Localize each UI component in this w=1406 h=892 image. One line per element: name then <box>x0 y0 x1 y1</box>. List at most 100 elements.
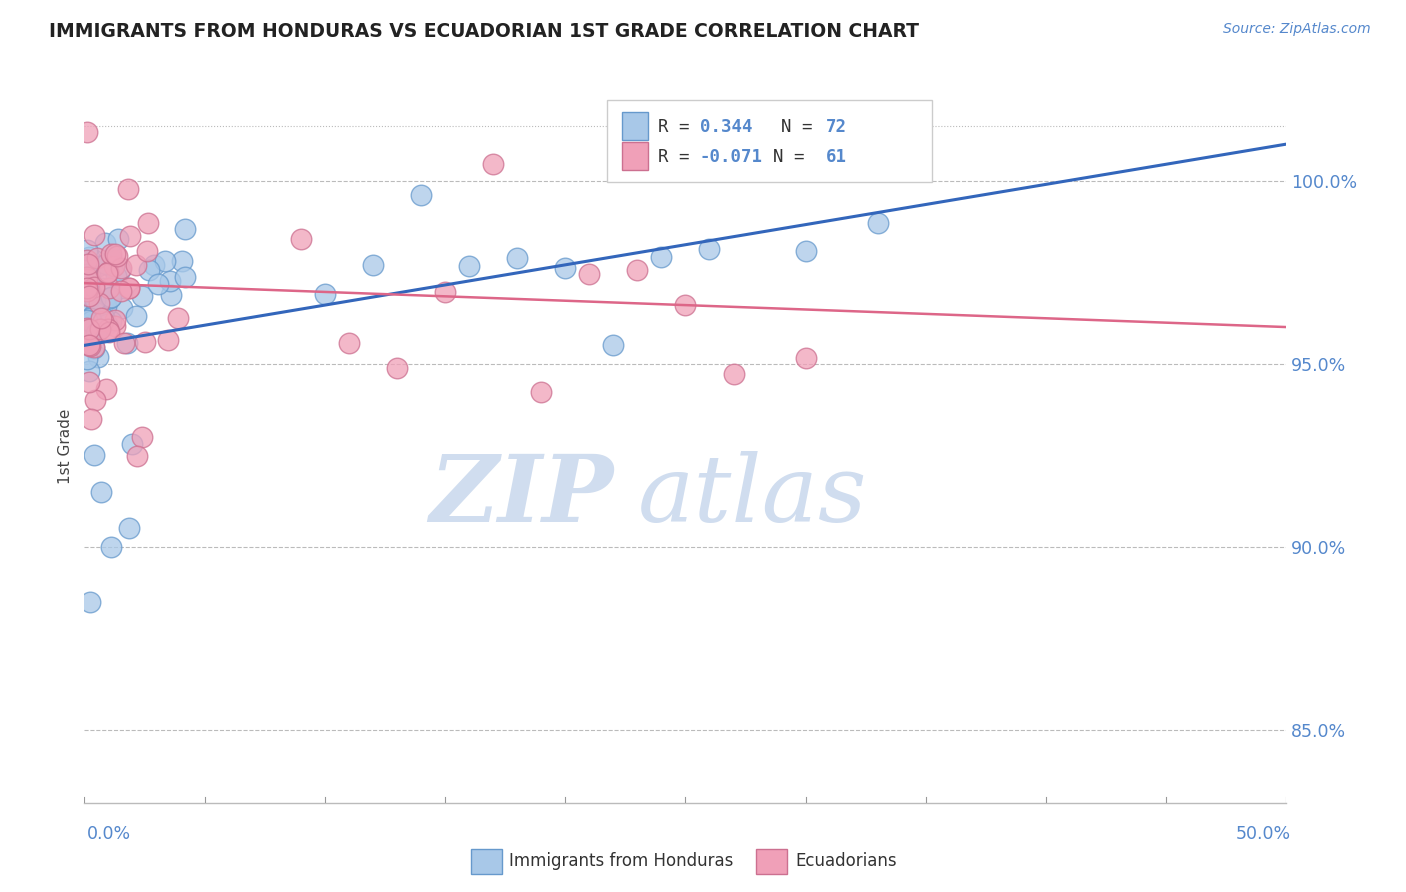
Point <box>100 247 122 261</box>
Text: -0.071: -0.071 <box>700 148 763 166</box>
Point <box>96 382 118 396</box>
Y-axis label: 1st Grade: 1st Grade <box>58 409 73 483</box>
Point <box>86 251 108 265</box>
Point <box>118 521 141 535</box>
Point <box>434 285 457 300</box>
Text: Immigrants from Honduras: Immigrants from Honduras <box>509 852 734 870</box>
Text: atlas: atlas <box>637 451 868 541</box>
Point <box>79 314 101 328</box>
Point <box>166 310 188 325</box>
Point <box>155 254 177 268</box>
Point <box>83 341 105 355</box>
Point <box>76 297 98 311</box>
Point <box>100 314 122 328</box>
Point <box>554 261 576 276</box>
Point <box>83 393 105 408</box>
Point <box>136 244 159 258</box>
Point <box>111 301 134 316</box>
Bar <box>621 112 648 140</box>
Point <box>79 594 101 608</box>
Point <box>131 289 153 303</box>
Point <box>506 251 529 265</box>
Point <box>94 299 117 313</box>
Point <box>530 384 553 399</box>
Point <box>723 367 745 381</box>
Point <box>157 334 180 348</box>
Text: Ecuadorians: Ecuadorians <box>796 852 897 870</box>
Point <box>77 321 100 335</box>
Text: ZIP: ZIP <box>429 451 613 541</box>
Point <box>90 280 112 294</box>
Point <box>93 314 115 328</box>
Point <box>97 325 120 339</box>
Text: 0.0%: 0.0% <box>87 825 131 843</box>
Point <box>103 259 125 273</box>
Point <box>626 263 648 277</box>
Point <box>90 310 112 325</box>
Point <box>159 274 181 288</box>
Text: Source: ZipAtlas.com: Source: ZipAtlas.com <box>1223 22 1371 37</box>
Point <box>98 280 121 294</box>
Point <box>794 244 817 259</box>
Point <box>76 244 98 258</box>
Point <box>86 259 108 273</box>
Point <box>77 287 100 301</box>
Point <box>142 258 165 272</box>
Point <box>82 317 104 331</box>
Point <box>79 287 101 301</box>
Point <box>84 326 107 340</box>
Point <box>87 350 110 364</box>
Point <box>100 260 122 274</box>
Point <box>98 291 121 305</box>
Point <box>76 270 98 285</box>
Point <box>84 293 107 308</box>
Point <box>90 313 112 327</box>
Point <box>93 311 115 326</box>
Point <box>110 261 132 276</box>
Point <box>125 309 148 323</box>
Bar <box>621 142 648 169</box>
Point <box>90 484 112 499</box>
Point <box>76 284 98 298</box>
Point <box>77 364 100 378</box>
Point <box>125 258 148 272</box>
Point <box>458 259 481 273</box>
Point <box>100 540 122 554</box>
Point <box>121 437 143 451</box>
Point <box>76 289 98 303</box>
Point <box>174 270 197 285</box>
Point <box>131 430 153 444</box>
Text: R =: R = <box>658 148 700 166</box>
Point <box>87 295 110 310</box>
Point <box>94 235 117 250</box>
Point <box>337 335 360 350</box>
Point <box>866 216 889 230</box>
Point <box>314 286 336 301</box>
Point <box>117 335 139 350</box>
Point <box>76 352 98 367</box>
Point <box>104 313 127 327</box>
Point <box>80 310 103 324</box>
Point <box>76 253 98 268</box>
Point <box>76 263 98 277</box>
Point <box>96 267 118 281</box>
Point <box>105 249 128 263</box>
Text: R =: R = <box>658 118 700 136</box>
Point <box>146 277 169 291</box>
Point <box>83 227 105 242</box>
Point <box>170 254 193 268</box>
Text: 0.344: 0.344 <box>700 118 752 136</box>
Text: N =: N = <box>773 148 815 166</box>
Point <box>409 188 432 202</box>
Point <box>79 269 101 284</box>
Text: 61: 61 <box>827 148 846 166</box>
Point <box>94 257 117 271</box>
Point <box>76 267 98 281</box>
Point <box>97 322 120 336</box>
Point <box>108 263 131 277</box>
Point <box>100 251 122 265</box>
Point <box>100 289 122 303</box>
Point <box>76 272 98 286</box>
Point <box>76 287 98 301</box>
Point <box>76 124 98 138</box>
